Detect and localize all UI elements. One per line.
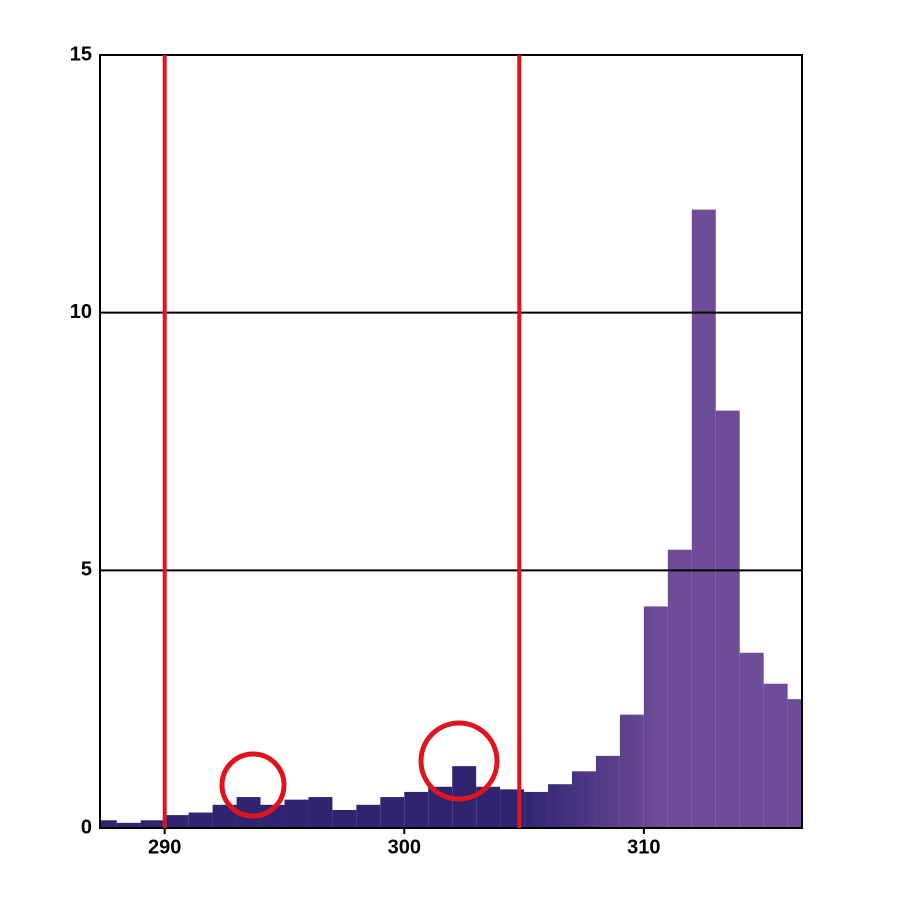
bar [571,771,596,828]
bar [476,786,501,828]
bar [140,820,165,828]
bar [380,797,405,828]
bar [212,804,237,828]
y-tick-label: 5 [81,559,92,581]
x-tick-label: 290 [148,836,181,858]
bars [100,209,802,828]
bar [667,549,692,828]
vertical-lines [162,55,522,828]
bar [356,804,381,828]
bar [236,797,261,828]
bar [308,797,333,828]
bar [404,791,429,828]
bar [715,410,740,828]
bar [619,714,644,828]
x-tick-label: 310 [627,836,660,858]
annotation-circle [418,720,500,802]
bar [787,699,802,828]
y-tick-label: 10 [70,301,92,323]
bar [164,815,189,828]
bar [548,784,572,828]
bar [284,799,309,828]
bar [188,812,213,828]
bar [524,791,549,828]
x-tick-label: 300 [388,836,421,858]
bar [100,820,117,828]
tick-labels: 0 5 10 15 290 300 310 [70,43,661,858]
plot-frame [99,54,803,829]
bar [739,652,764,828]
y-tick-label: 0 [81,816,92,838]
bar [763,683,788,828]
bar [643,606,668,828]
y-tick-label: 15 [70,43,92,65]
bar [332,809,357,828]
bar [595,755,620,828]
annotation-circle [219,751,287,819]
bar [116,822,141,828]
bar [691,209,716,828]
